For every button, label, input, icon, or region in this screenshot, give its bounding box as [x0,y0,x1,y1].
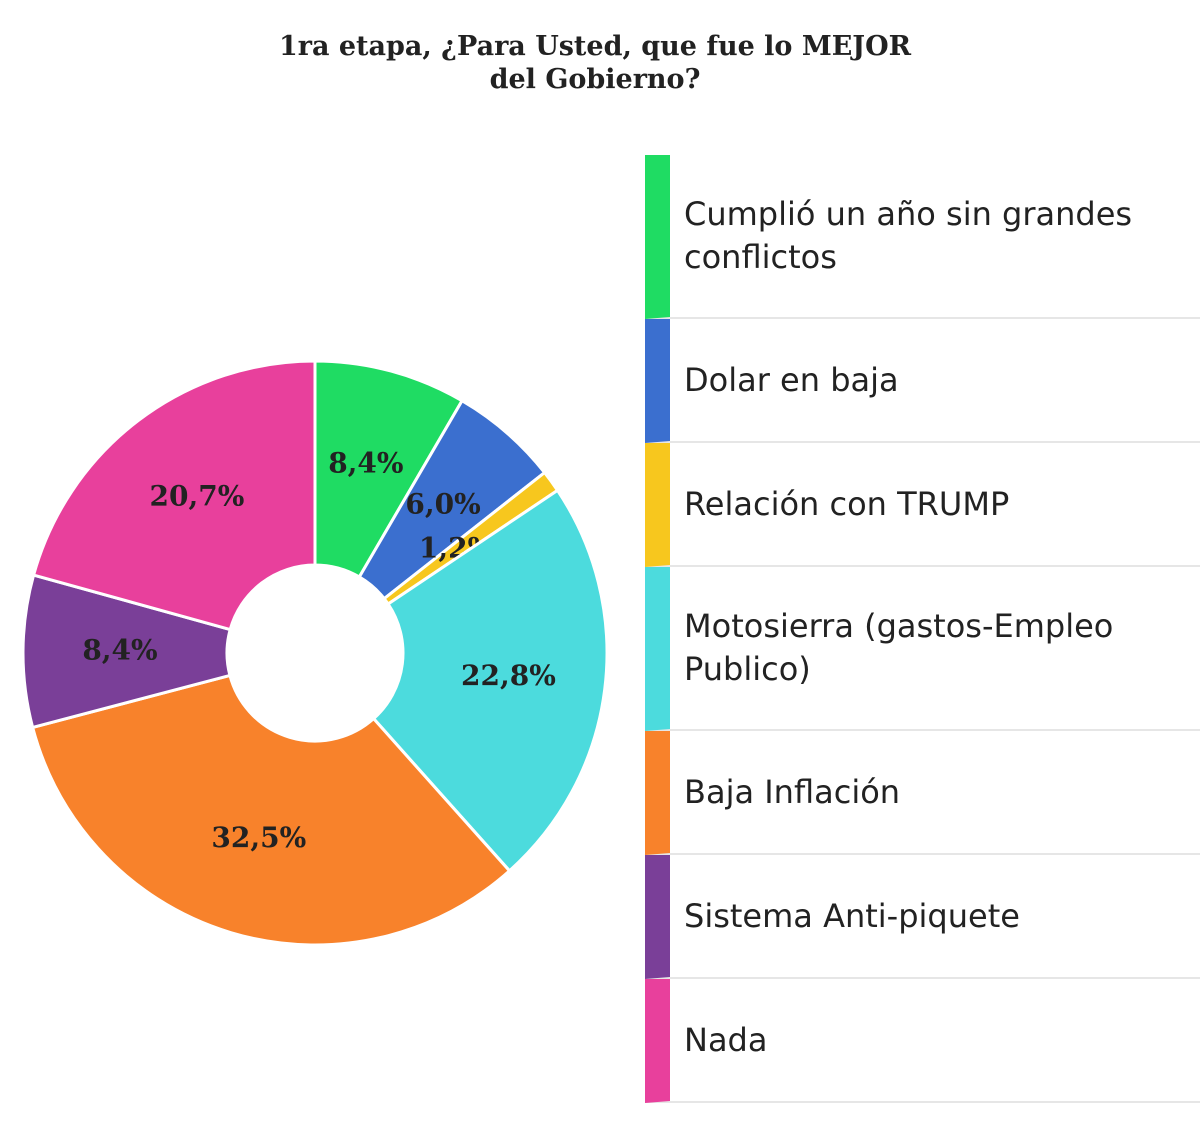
legend-label: Nada [684,1020,768,1059]
value-label: 20,7% [150,479,245,512]
slice [30,673,512,947]
legend-label: Cumplió un año sin grandes conflictos [684,195,1133,276]
legend-entry: Baja Inflación [645,731,1200,855]
slice [31,359,317,632]
value-label: 22,8% [461,659,556,692]
legend-label: Relación con TRUMP [684,484,1010,523]
slice [313,359,465,580]
value-label: 6,0% [405,487,480,520]
legend-entry: Dolar en baja [645,319,1200,443]
slice [21,573,233,730]
legend-entry: Sistema Anti-piquete [645,855,1200,979]
slice [371,488,609,873]
chart-title: 1ra etapa, ¿Para Usted, que fue lo MEJOR… [278,31,912,95]
legend-label: Sistema Anti-piquete [684,896,1020,935]
legend-entry: Relación con TRUMP [645,443,1200,567]
chart: 8,4%6,0%1,2%22,8%32,5%8,4%20,7% [21,359,609,947]
legend-label: Baja Inflación [684,772,901,811]
legend: Cumplió un año sin grandes conflictos Dol… [645,155,1200,1103]
legend-entry: Cumplió un año sin grandes conflictos [645,155,1200,319]
legend-label: Dolar en baja [684,360,899,399]
legend-entry: Nada [645,979,1200,1103]
legend-label: Motosierra (gastos-Empleo Publico) [684,607,1114,688]
value-label: 8,4% [328,446,403,479]
value-label: 32,5% [211,821,306,854]
value-label: 8,4% [82,633,157,666]
legend-entry: Motosierra (gastos-Empleo Publico) [645,567,1200,731]
